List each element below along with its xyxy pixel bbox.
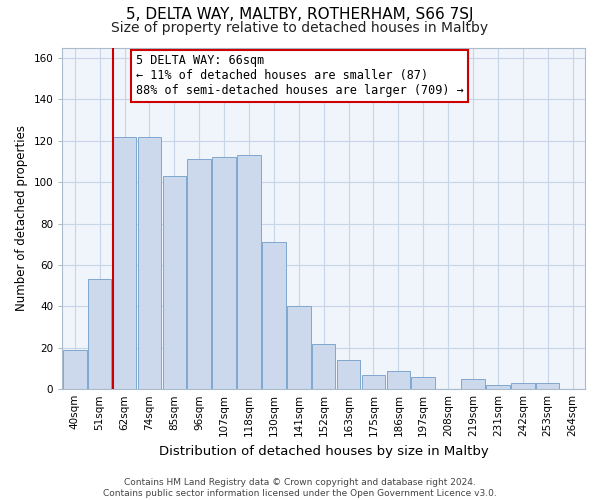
Bar <box>63 350 86 389</box>
Bar <box>163 176 186 389</box>
Bar <box>412 377 435 389</box>
Bar <box>237 155 261 389</box>
Bar <box>486 385 510 389</box>
Text: Size of property relative to detached houses in Maltby: Size of property relative to detached ho… <box>112 21 488 35</box>
Bar <box>536 383 559 389</box>
Bar <box>212 158 236 389</box>
Bar <box>113 136 136 389</box>
Y-axis label: Number of detached properties: Number of detached properties <box>15 126 28 312</box>
X-axis label: Distribution of detached houses by size in Maltby: Distribution of detached houses by size … <box>159 444 488 458</box>
Bar <box>386 370 410 389</box>
Bar <box>262 242 286 389</box>
Bar <box>461 379 485 389</box>
Text: 5 DELTA WAY: 66sqm
← 11% of detached houses are smaller (87)
88% of semi-detache: 5 DELTA WAY: 66sqm ← 11% of detached hou… <box>136 54 463 98</box>
Bar <box>362 374 385 389</box>
Bar <box>137 136 161 389</box>
Bar <box>312 344 335 389</box>
Bar <box>88 280 112 389</box>
Text: Contains HM Land Registry data © Crown copyright and database right 2024.
Contai: Contains HM Land Registry data © Crown c… <box>103 478 497 498</box>
Bar <box>337 360 361 389</box>
Bar <box>187 160 211 389</box>
Bar <box>287 306 311 389</box>
Text: 5, DELTA WAY, MALTBY, ROTHERHAM, S66 7SJ: 5, DELTA WAY, MALTBY, ROTHERHAM, S66 7SJ <box>126 8 474 22</box>
Bar <box>511 383 535 389</box>
